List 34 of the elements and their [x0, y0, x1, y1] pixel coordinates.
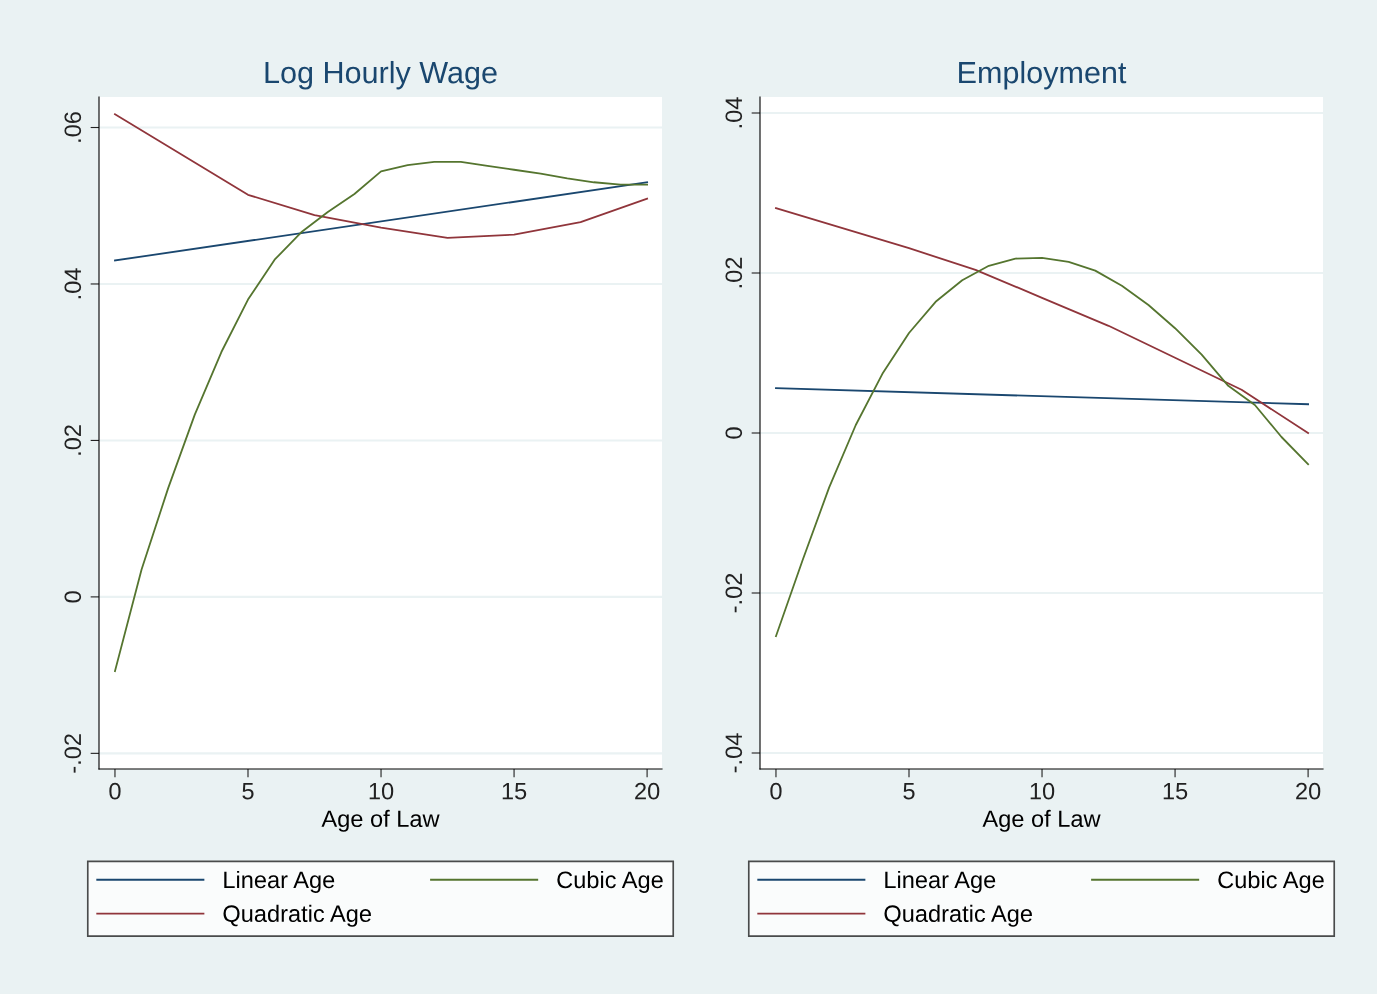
y-tick-label: -.02	[725, 573, 743, 613]
line-series	[114, 161, 649, 673]
x-tick-label: 15	[1163, 783, 1188, 800]
y-tick-label: .04	[64, 268, 82, 299]
y-tick-label: .06	[64, 112, 82, 142]
x-tick-label: 20	[1296, 782, 1321, 800]
x-tick-label: 0	[109, 782, 121, 800]
x-axis-title: Age of Law	[982, 809, 1101, 832]
y-tick-label: .04	[725, 97, 743, 128]
x-tick-label: 5	[242, 783, 254, 800]
line-series	[114, 113, 649, 239]
x-axis-title: Age of Law	[321, 809, 440, 832]
y-tick-label: .02	[725, 257, 743, 288]
chart-title: Log Hourly Wage	[265, 60, 497, 90]
x-tick-label: 20	[635, 782, 660, 800]
y-tick-label: .02	[64, 425, 82, 455]
y-tick-label: 0	[725, 427, 743, 439]
x-tick-label: 5	[903, 783, 915, 800]
legend-label: Linear Age	[885, 870, 996, 893]
y-tick-label: -.02	[64, 734, 82, 773]
y-tick-label: -.04	[725, 733, 743, 773]
legend-label: Cubic Age	[557, 870, 663, 893]
line-series	[775, 207, 1310, 434]
line-series	[775, 256, 1310, 638]
x-tick-label: 10	[369, 782, 394, 800]
legend-label: Cubic Age	[1218, 870, 1324, 893]
legend-label: Quadratic Age	[884, 904, 1032, 927]
chart-title: Employment	[959, 60, 1127, 90]
x-tick-label: 15	[502, 783, 527, 800]
x-tick-label: 0	[770, 782, 782, 800]
legend-label: Linear Age	[224, 870, 335, 893]
x-tick-label: 10	[1030, 782, 1055, 800]
y-tick-label: 0	[64, 591, 82, 603]
legend-label: Quadratic Age	[223, 904, 371, 927]
